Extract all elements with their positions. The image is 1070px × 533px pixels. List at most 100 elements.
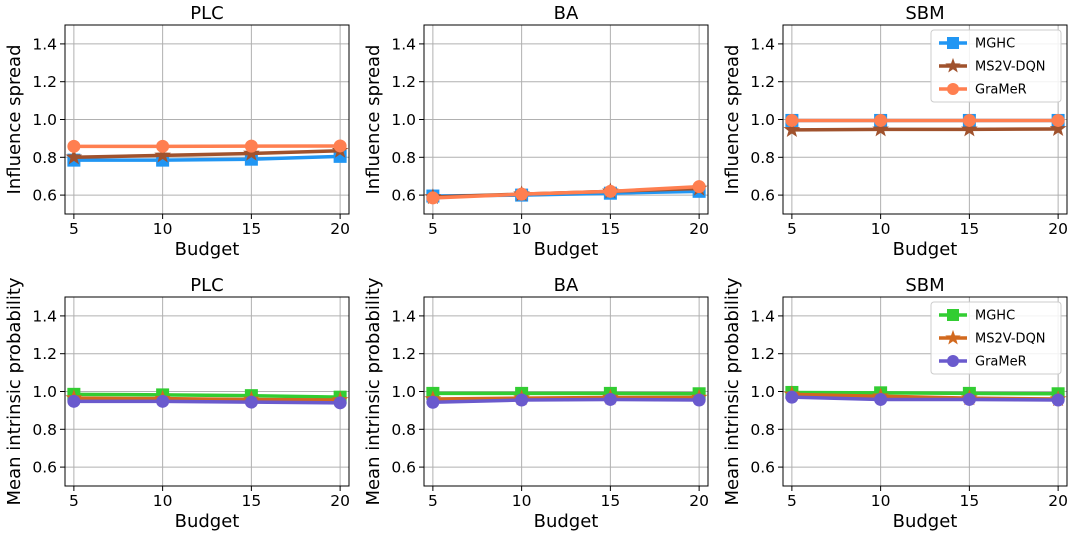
legend-label: GraMeR: [975, 355, 1027, 370]
data-point: [243, 144, 260, 161]
y-tick-label: 1.4: [32, 307, 57, 325]
y-tick-label: 0.6: [750, 187, 775, 205]
subplot-title: SBM: [905, 3, 944, 24]
subplot-3: 5 10 15 20 0.6 0.8 1.0 1.2 1.4 SBM Budget Influence…: [722, 3, 1068, 260]
data-point: [1051, 113, 1065, 127]
series-line-3: [432, 184, 700, 200]
y-tick-label: 1.4: [750, 307, 775, 325]
y-tick-label: 0.8: [32, 149, 57, 167]
x-tick-label: 5: [69, 492, 79, 510]
x-tick-label: 10: [512, 492, 532, 510]
x-tick-label: 20: [1048, 220, 1068, 238]
series-line-1: [73, 154, 341, 162]
x-tick-label: 5: [69, 220, 79, 238]
y-tick-label: 0.6: [391, 459, 416, 477]
y-tick-label: 1.2: [32, 73, 57, 91]
legend-label: MS2V-DQN: [975, 60, 1046, 75]
subplot-2: 5 10 15 20 0.6 0.8 1.0 1.2 1.4 BA Budget Influence …: [363, 3, 709, 260]
legend-swatch-marker: [947, 83, 959, 95]
x-tick-label: 20: [1048, 492, 1068, 510]
y-tick-label: 0.6: [32, 187, 57, 205]
data-point: [603, 392, 617, 406]
data-point: [783, 121, 801, 137]
data-point: [874, 392, 888, 406]
data-point: [426, 191, 440, 205]
data-point: [333, 139, 347, 153]
data-point: [244, 139, 258, 153]
data-point: [785, 390, 799, 404]
y-tick-label: 1.4: [750, 35, 775, 53]
data-point: [67, 139, 81, 153]
data-point: [244, 395, 258, 409]
data-point: [872, 120, 889, 137]
subplot-title: PLC: [190, 275, 223, 296]
y-tick-label: 0.8: [750, 149, 775, 167]
y-tick-label: 0.8: [391, 149, 416, 167]
x-tick-label: 20: [330, 492, 350, 510]
x-axis-label: Budget: [534, 239, 599, 260]
x-tick-label: 15: [242, 492, 262, 510]
x-tick-label: 5: [428, 492, 438, 510]
x-tick-label: 15: [601, 220, 621, 238]
legend-swatch-marker: [947, 309, 959, 321]
y-axis-label: Influence spread: [722, 45, 743, 195]
series-line-3: [73, 399, 341, 405]
x-tick-label: 15: [601, 492, 621, 510]
x-axis-label: Budget: [534, 511, 599, 532]
data-point: [603, 184, 617, 198]
series-line-3: [791, 395, 1059, 402]
series-line-1: [73, 392, 341, 399]
legend-label: MGHC: [975, 309, 1015, 324]
legend-swatch-marker: [945, 57, 961, 73]
subplot-title: SBM: [905, 275, 944, 296]
legend-frame: [930, 301, 1062, 375]
legend-label: MS2V-DQN: [975, 332, 1046, 347]
x-tick-label: 10: [871, 220, 891, 238]
x-tick-label: 15: [960, 492, 980, 510]
legend: MGHC MS2V-DQN GraMeR: [930, 29, 1062, 103]
data-point: [785, 113, 799, 127]
data-point: [1051, 393, 1065, 407]
y-tick-label: 0.6: [32, 459, 57, 477]
y-tick-label: 1.0: [750, 111, 775, 129]
subplot-title: BA: [554, 275, 579, 296]
y-tick-label: 0.8: [391, 421, 416, 439]
y-tick-label: 1.0: [391, 383, 416, 401]
subplot-4: 5 10 15 20 0.6 0.8 1.0 1.2 1.4 PLC Budget Mean intr…: [4, 275, 350, 532]
x-tick-label: 20: [330, 220, 350, 238]
legend-label: GraMeR: [975, 83, 1027, 98]
data-point: [156, 139, 170, 153]
x-tick-label: 20: [689, 220, 709, 238]
y-tick-label: 1.4: [32, 35, 57, 53]
subplot-1: 5 10 15 20 0.6 0.8 1.0 1.2 1.4 PLC Budget Influence…: [4, 3, 350, 260]
series-line-3: [432, 397, 700, 405]
legend: MGHC MS2V-DQN GraMeR: [930, 301, 1062, 375]
x-tick-label: 10: [512, 220, 532, 238]
legend-swatch-marker: [945, 329, 961, 345]
data-point: [962, 392, 976, 406]
data-point: [65, 148, 83, 165]
y-tick-label: 1.2: [32, 345, 57, 363]
x-tick-label: 5: [428, 220, 438, 238]
subplot-title: PLC: [190, 3, 223, 24]
subplot-title: BA: [554, 3, 579, 24]
y-tick-label: 1.0: [391, 111, 416, 129]
subplot-6: 5 10 15 20 0.6 0.8 1.0 1.2 1.4 SBM Budget Mean intr…: [722, 275, 1068, 532]
y-tick-label: 1.2: [750, 345, 775, 363]
y-tick-label: 1.2: [391, 345, 416, 363]
data-point: [962, 113, 976, 127]
data-point: [874, 113, 888, 127]
y-axis-label: Mean intrinsic probability: [363, 277, 384, 505]
x-tick-label: 15: [242, 220, 262, 238]
data-point: [515, 187, 529, 201]
y-tick-label: 1.2: [750, 73, 775, 91]
y-tick-label: 1.0: [32, 111, 57, 129]
y-tick-label: 1.0: [32, 383, 57, 401]
legend-frame: [930, 29, 1062, 103]
legend-swatch-marker: [947, 37, 959, 49]
x-axis-label: Budget: [175, 239, 240, 260]
y-axis-label: Mean intrinsic probability: [722, 277, 743, 505]
data-point: [1049, 120, 1067, 137]
data-point: [67, 394, 81, 408]
